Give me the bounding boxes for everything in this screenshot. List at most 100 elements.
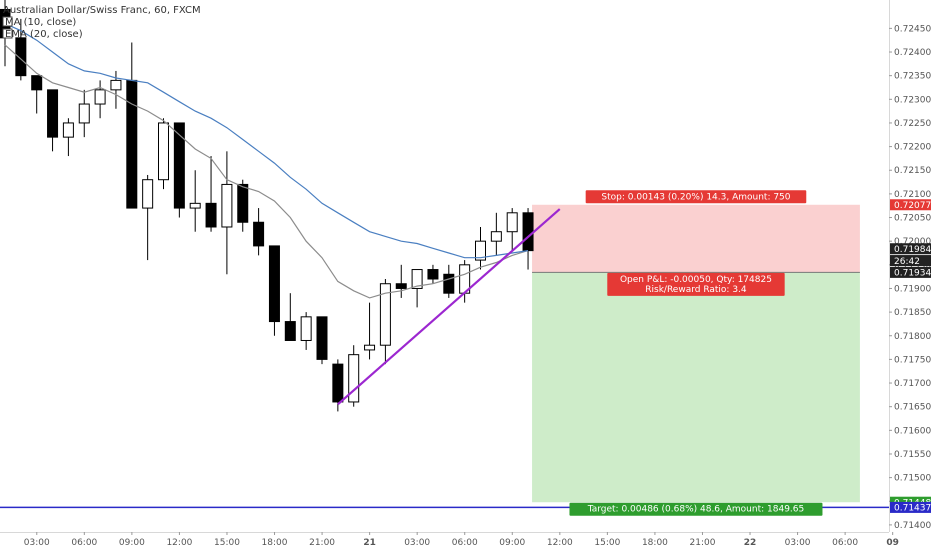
price-tag-bg: [890, 255, 931, 267]
x-tick-label: 03:00: [404, 538, 430, 548]
price-tag: 0.71984: [890, 243, 931, 255]
candle-body-up: [221, 183, 233, 228]
y-tick-label: 0.71900: [894, 284, 931, 294]
candle-body-up: [364, 344, 376, 351]
x-tick-label: 06:00: [832, 538, 858, 548]
ma-legend: MA (10, close): [5, 17, 76, 28]
candle-body-down: [427, 269, 439, 280]
time-axis[interactable]: 03:00 06:00 09:00 12:00 15:00 18:00 21:00 21 03:…: [24, 532, 899, 548]
price-tag-text: 0.71984: [894, 245, 931, 255]
y-tick-label: 0.72200: [894, 143, 931, 153]
chart-legend: Australian Dollar/Swiss Franc, 60, FXCM …: [2, 5, 201, 40]
candle: [300, 312, 312, 350]
candle: [173, 122, 185, 218]
x-tick-label: 15:00: [594, 538, 620, 548]
candle-body-down: [395, 283, 407, 289]
ema-line: [4, 23, 529, 259]
y-tick-label: 0.72300: [894, 95, 931, 105]
y-tick-label: 0.72400: [894, 48, 931, 58]
price-tag-text: 0.72077: [894, 201, 931, 211]
indicator-lines: [4, 23, 529, 299]
candle: [142, 174, 154, 261]
price-tag-bg: [890, 501, 931, 513]
candle: [221, 151, 233, 275]
pnl-label[interactable]: Open P&L: -0.00050, Qty: 174825Risk/Rewa…: [607, 272, 785, 296]
x-tick-label: 03:00: [24, 538, 50, 548]
candle-body-down: [126, 79, 138, 209]
candle: [411, 269, 423, 308]
pnl-label-text: Open P&L: -0.00050, Qty: 174825: [620, 275, 772, 285]
stop-label-bg: [585, 190, 807, 204]
price-tag-text: 26:42: [894, 257, 920, 267]
candle: [332, 359, 344, 412]
target-label-text: Target: 0.00486 (0.68%) 48.6, Amount: 18…: [587, 505, 805, 515]
y-tick-label: 0.72150: [894, 166, 931, 176]
y-tick-label: 0.72000: [894, 237, 931, 247]
candle: [237, 179, 249, 232]
x-tick-label: 18:00: [262, 538, 288, 548]
x-tick-label: 06:00: [452, 538, 478, 548]
y-tick-label: 0.72450: [894, 24, 931, 34]
x-tick-label: 06:00: [71, 538, 97, 548]
y-tick-label: 0.71650: [894, 403, 931, 413]
x-tick-label: 12:00: [547, 538, 573, 548]
candle: [506, 208, 518, 251]
candle: [158, 118, 169, 190]
price-tag: 26:42: [890, 255, 931, 267]
candle-body-up: [379, 283, 391, 346]
ema-toggle-icon[interactable]: [2, 28, 13, 39]
target-zone[interactable]: [532, 272, 860, 503]
target-label[interactable]: Target: 0.00486 (0.68%) 48.6, Amount: 18…: [569, 502, 823, 516]
candle-body-down: [522, 212, 534, 252]
ma-toggle-icon[interactable]: [2, 16, 13, 27]
x-tick-label: 18:00: [642, 538, 668, 548]
candle-body-up: [142, 179, 154, 209]
drawings[interactable]: [337, 208, 561, 406]
candle: [475, 226, 486, 270]
y-tick-label: 0.71400: [894, 521, 931, 531]
price-tag-bg: [890, 243, 931, 255]
symbol-title: Australian Dollar/Swiss Franc, 60, FXCM: [3, 5, 201, 16]
stop-label-text: Stop: 0.00143 (0.20%) 14.3, Amount: 750: [601, 192, 790, 202]
x-tick-label: 21: [363, 538, 376, 548]
candle-body-down: [15, 37, 27, 77]
y-tick-label: 0.72100: [894, 190, 931, 200]
price-tag: 0.71934: [890, 266, 931, 279]
candle-body-down: [173, 122, 185, 209]
candle-body-down: [268, 245, 280, 323]
candle-body-down: [31, 75, 43, 91]
candle: [62, 118, 74, 157]
candle-body-up: [348, 354, 360, 403]
candle: [189, 170, 201, 232]
candle-body-up: [506, 212, 518, 233]
candle: [94, 80, 106, 119]
candle-body-down: [332, 363, 344, 403]
candle-body-up: [158, 122, 169, 181]
stop-zone[interactable]: [532, 204, 860, 273]
candle: [395, 264, 407, 298]
position-zones: [532, 204, 860, 503]
y-tick-label: 0.71500: [894, 474, 931, 484]
candle-body-down: [443, 273, 455, 294]
x-tick-label: 21:00: [309, 538, 335, 548]
x-tick-label: 09:00: [499, 538, 525, 548]
stop-label[interactable]: Stop: 0.00143 (0.20%) 14.3, Amount: 750: [585, 190, 807, 204]
price-tag: 0.72077: [890, 199, 931, 211]
x-tick-label: 21:00: [690, 538, 716, 548]
trendline[interactable]: [337, 208, 561, 406]
candle: [348, 345, 360, 407]
candle-body-up: [94, 89, 106, 105]
candle-body-up: [475, 240, 486, 261]
candle: [427, 264, 439, 284]
candle-body-up: [62, 122, 74, 138]
x-tick-label: 03:00: [785, 538, 811, 548]
candle: [490, 212, 502, 256]
pnl-label-bg: [607, 272, 785, 296]
candle-body-up: [189, 202, 201, 209]
candle: [78, 89, 90, 138]
candle: [205, 156, 217, 232]
price-tag-bg: [890, 266, 931, 278]
candle: [31, 75, 43, 114]
